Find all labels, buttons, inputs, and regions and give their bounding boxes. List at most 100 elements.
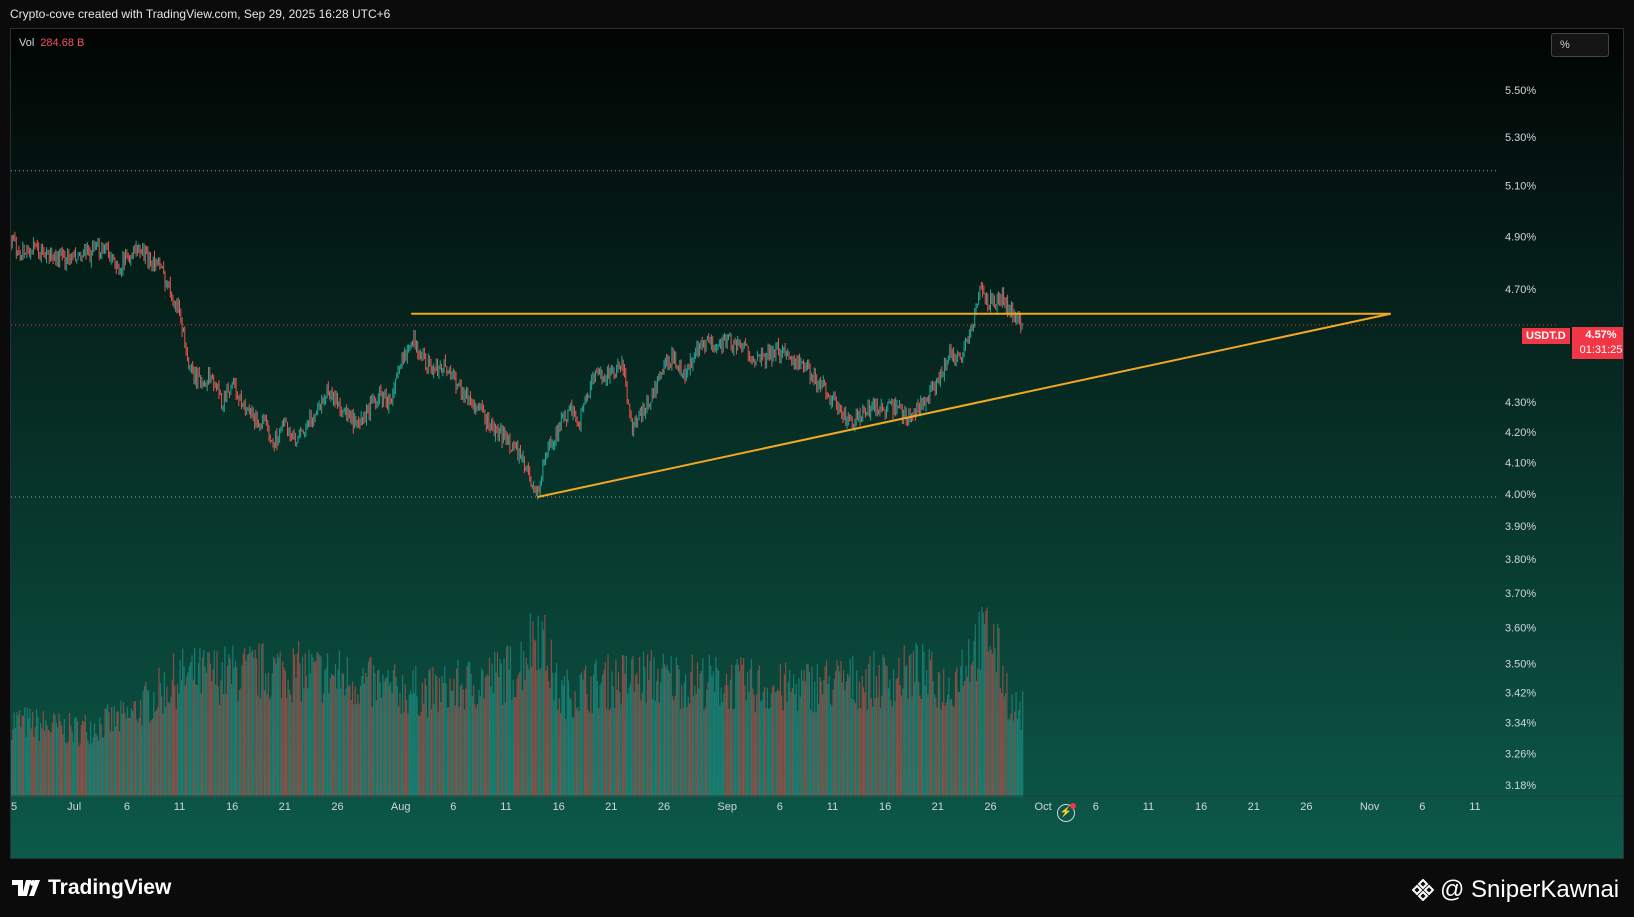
volume-bar bbox=[731, 664, 733, 797]
volume-bar bbox=[345, 688, 347, 797]
volume-bar bbox=[1016, 718, 1018, 797]
volume-bar bbox=[212, 669, 214, 797]
volume-bar bbox=[989, 646, 991, 797]
volume-bar bbox=[674, 695, 676, 797]
volume-bar bbox=[479, 696, 481, 797]
volume-bar bbox=[108, 712, 110, 797]
volume-bar bbox=[695, 694, 697, 797]
volume-bar bbox=[642, 651, 645, 797]
trendline[interactable] bbox=[537, 312, 1391, 499]
volume-bar bbox=[782, 710, 784, 797]
volume-bar bbox=[664, 664, 666, 797]
volume-bar bbox=[546, 665, 548, 797]
volume-bar bbox=[475, 707, 477, 797]
replay-icon[interactable]: ⚡ bbox=[1057, 803, 1076, 822]
time-tick-label: 21 bbox=[1248, 801, 1260, 813]
volume-bar bbox=[706, 689, 708, 797]
volume-bar bbox=[882, 655, 884, 797]
volume-bar bbox=[902, 688, 904, 797]
chart-attribution: Crypto-cove created with TradingView.com… bbox=[10, 7, 391, 21]
volume-bar bbox=[57, 727, 59, 797]
volume-bar bbox=[312, 657, 314, 797]
volume-bar bbox=[136, 719, 138, 797]
volume-bar bbox=[640, 700, 642, 797]
volume-bar bbox=[40, 723, 42, 797]
volume-bar bbox=[781, 695, 783, 797]
volume-bar bbox=[62, 734, 64, 797]
volume-bar bbox=[708, 655, 710, 797]
price-tick-label: 3.80% bbox=[1505, 554, 1536, 566]
volume-bar bbox=[1004, 693, 1007, 797]
volume-bar bbox=[377, 670, 379, 797]
volume-bar bbox=[237, 701, 239, 797]
volume-bar bbox=[990, 649, 992, 797]
volume-bar bbox=[183, 666, 185, 797]
volume-bar bbox=[515, 697, 517, 797]
volume-bar bbox=[411, 694, 413, 797]
volume-bar bbox=[442, 683, 444, 797]
tradingview-logo[interactable]: TradingView bbox=[12, 876, 171, 900]
volume-bar bbox=[758, 665, 760, 797]
volume-bar bbox=[270, 696, 272, 797]
volume-bar bbox=[474, 704, 476, 797]
volume-bar bbox=[38, 741, 40, 797]
chart-pane[interactable]: 5.50% 5.30% 5.10% 4.90% 4.70% 4.30% 4.20% 4.10%… bbox=[10, 28, 1624, 859]
volume-bar bbox=[61, 725, 63, 797]
volume-bar bbox=[825, 660, 828, 797]
volume-bar bbox=[915, 642, 917, 797]
volume-bar bbox=[723, 693, 725, 797]
volume-bar bbox=[1012, 720, 1014, 797]
price-chart[interactable]: 5.50% 5.30% 5.10% 4.90% 4.70% 4.30% 4.20% 4.10%… bbox=[11, 29, 1624, 859]
volume-bar bbox=[795, 683, 797, 797]
volume-bar bbox=[885, 665, 887, 797]
volume-bar bbox=[696, 662, 699, 797]
volume-bar bbox=[394, 664, 396, 797]
volume-bar bbox=[1002, 665, 1004, 797]
volume-bar bbox=[729, 679, 731, 797]
volume-bar bbox=[835, 671, 837, 797]
volume-bar bbox=[610, 708, 612, 797]
volume-bar bbox=[398, 706, 400, 797]
volume-bar bbox=[142, 690, 144, 797]
volume-bar bbox=[90, 721, 92, 797]
volume-bar bbox=[241, 665, 243, 797]
time-tick-label: 16 bbox=[879, 801, 891, 813]
volume-bar bbox=[141, 725, 143, 797]
volume-bar bbox=[532, 621, 534, 797]
volume-bar bbox=[83, 721, 85, 797]
volume-bar bbox=[820, 681, 822, 797]
volume-bar bbox=[199, 647, 201, 797]
volume-bar bbox=[153, 692, 155, 797]
volume-bar bbox=[570, 699, 572, 797]
volume-bar bbox=[403, 712, 405, 797]
volume-bar bbox=[388, 685, 390, 797]
volume-bar bbox=[463, 709, 466, 797]
volume-bar bbox=[197, 662, 200, 797]
volume-bar bbox=[146, 690, 148, 797]
volume-bar bbox=[169, 703, 171, 797]
volume-bar bbox=[603, 669, 605, 797]
volume-bar bbox=[313, 662, 315, 797]
volume-bar bbox=[378, 669, 380, 797]
volume-bar bbox=[544, 614, 546, 797]
volume-bar bbox=[815, 712, 817, 797]
volume-bar bbox=[348, 685, 350, 797]
time-tick-label: 11 bbox=[500, 801, 511, 813]
volume-bar bbox=[124, 712, 126, 797]
volume-bar bbox=[974, 624, 976, 797]
volume-bar bbox=[249, 646, 251, 797]
volume-bar bbox=[799, 696, 801, 797]
volume-bar bbox=[219, 704, 221, 797]
volume-legend-value: 284.68 B bbox=[40, 37, 85, 49]
percent-scale-button[interactable]: % bbox=[1551, 33, 1609, 57]
volume-bar bbox=[667, 670, 670, 797]
volume-bar bbox=[67, 741, 69, 797]
volume-bar bbox=[366, 676, 368, 797]
volume-bar bbox=[961, 649, 963, 797]
volume-bar bbox=[914, 682, 916, 797]
volume-bar bbox=[103, 737, 105, 797]
volume-bar bbox=[171, 679, 173, 797]
volume-bar bbox=[233, 668, 235, 797]
volume-bar bbox=[868, 663, 870, 797]
volume-bar bbox=[478, 689, 480, 797]
